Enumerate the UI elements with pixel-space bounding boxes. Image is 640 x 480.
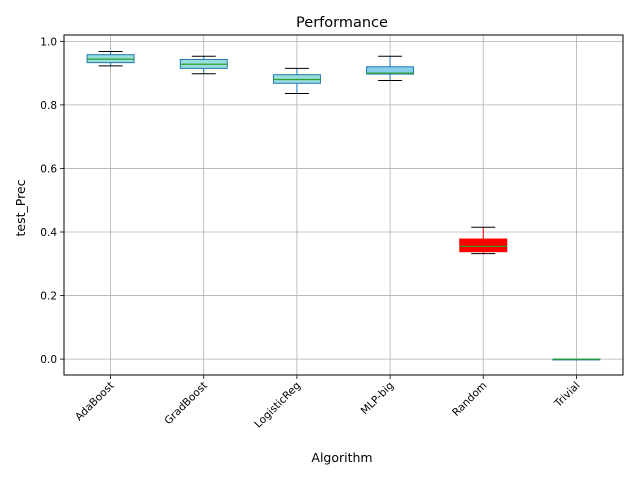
iqr-box [366, 66, 415, 75]
iqr-box [459, 238, 508, 253]
box-trivial [552, 358, 601, 361]
x-tick-label: GradBoost [162, 380, 210, 428]
y-tick-label: 0.6 [40, 163, 57, 175]
y-tick-layer: 0.0 0.2 0.4 0.6 0.8 1.0 [40, 36, 64, 366]
box-mlp-big [366, 55, 415, 81]
x-tick-label: MLP-big [359, 380, 397, 418]
y-tick-label: 0.0 [40, 354, 57, 366]
y-axis-label: test_Prec [13, 179, 28, 236]
y-tick-label: 0.2 [40, 291, 57, 303]
y-tick-label: 0.4 [40, 227, 57, 239]
x-tick-label: AdaBoost [73, 380, 117, 424]
grid-layer [64, 35, 623, 375]
y-tick-label: 1.0 [40, 36, 57, 48]
x-tick-layer: AdaBoost GradBoost LogisticReg MLP-big Rando… [73, 375, 583, 431]
x-tick-label: Trivial [552, 380, 583, 411]
plot-frame [63, 34, 624, 376]
box-gradboost [179, 55, 228, 75]
x-tick-label: LogisticReg [252, 380, 303, 431]
x-axis-label: Algorithm [311, 450, 372, 465]
box-adaboost [86, 51, 135, 67]
box-logisticreg [272, 67, 321, 94]
box-random [459, 226, 508, 255]
chart-title: Performance [296, 15, 388, 31]
box-layer [86, 51, 601, 361]
y-tick-label: 0.8 [40, 100, 57, 112]
x-tick-label: Random [450, 380, 489, 419]
